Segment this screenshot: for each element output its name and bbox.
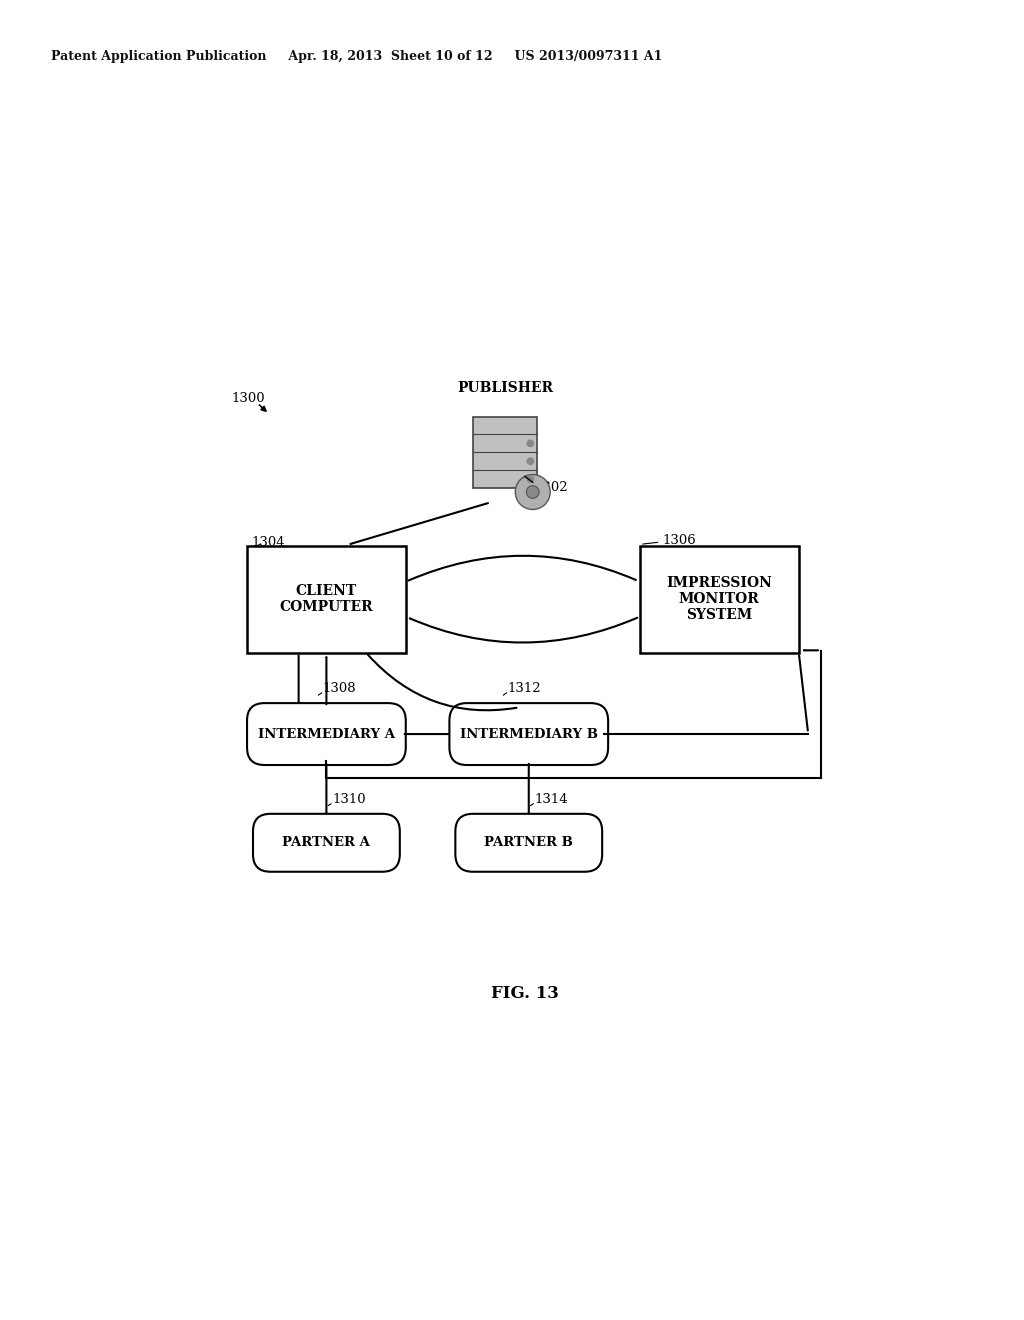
Text: 1306: 1306 bbox=[663, 533, 696, 546]
Text: PARTNER A: PARTNER A bbox=[283, 837, 371, 849]
Text: Patent Application Publication     Apr. 18, 2013  Sheet 10 of 12     US 2013/009: Patent Application Publication Apr. 18, … bbox=[51, 50, 663, 63]
Circle shape bbox=[515, 475, 550, 510]
Text: PUBLISHER: PUBLISHER bbox=[457, 381, 553, 395]
Circle shape bbox=[527, 458, 534, 465]
Text: INTERMEDIARY B: INTERMEDIARY B bbox=[460, 727, 598, 741]
FancyBboxPatch shape bbox=[456, 814, 602, 871]
Text: IMPRESSION
MONITOR
SYSTEM: IMPRESSION MONITOR SYSTEM bbox=[667, 576, 772, 622]
Bar bbox=[247, 545, 406, 652]
Text: 1314: 1314 bbox=[535, 792, 568, 805]
Circle shape bbox=[526, 486, 539, 499]
FancyArrowPatch shape bbox=[410, 618, 637, 643]
Text: PARTNER B: PARTNER B bbox=[484, 837, 573, 849]
Text: 1304: 1304 bbox=[251, 536, 285, 549]
FancyArrowPatch shape bbox=[799, 656, 808, 730]
Text: 1302: 1302 bbox=[535, 480, 568, 494]
Circle shape bbox=[527, 477, 534, 482]
Text: 1308: 1308 bbox=[323, 681, 356, 694]
FancyArrowPatch shape bbox=[368, 655, 516, 710]
Text: 1300: 1300 bbox=[231, 392, 265, 405]
Text: CLIENT
COMPUTER: CLIENT COMPUTER bbox=[280, 583, 373, 614]
FancyBboxPatch shape bbox=[253, 814, 399, 871]
Text: INTERMEDIARY A: INTERMEDIARY A bbox=[258, 727, 395, 741]
Text: 1310: 1310 bbox=[332, 792, 366, 805]
Bar bbox=[640, 545, 799, 652]
Text: 1312: 1312 bbox=[507, 681, 541, 694]
Text: FIG. 13: FIG. 13 bbox=[490, 985, 559, 1002]
FancyArrowPatch shape bbox=[350, 503, 488, 544]
FancyBboxPatch shape bbox=[247, 704, 406, 766]
FancyBboxPatch shape bbox=[450, 704, 608, 766]
Circle shape bbox=[527, 441, 534, 446]
Bar bbox=[473, 417, 537, 488]
FancyArrowPatch shape bbox=[409, 556, 636, 581]
